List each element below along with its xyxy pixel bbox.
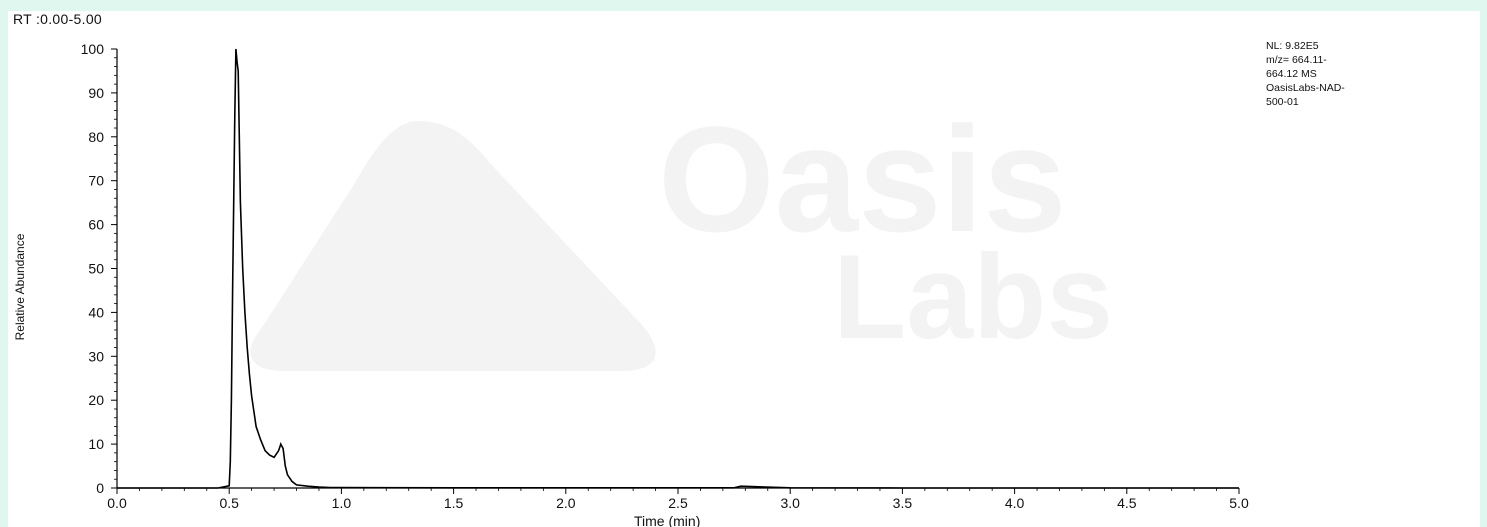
info-line: 500-01 bbox=[1266, 96, 1299, 108]
x-tick-label: 4.5 bbox=[1117, 495, 1137, 511]
y-tick-label: 10 bbox=[88, 436, 104, 452]
x-tick-label: 3.0 bbox=[780, 495, 800, 511]
chart-panel: RT :0.00-5.00 Oasis Labs 0 10 20 30 40 50 60 70… bbox=[8, 11, 1480, 527]
x-tick-label: 0.0 bbox=[107, 495, 127, 511]
y-tick-label: 60 bbox=[88, 217, 104, 233]
rt-range-label: RT :0.00-5.00 bbox=[13, 11, 102, 27]
info-line: m/z= 664.11- bbox=[1266, 54, 1327, 66]
y-tick-label: 0 bbox=[96, 480, 104, 496]
info-line: 664.12 MS bbox=[1266, 68, 1317, 80]
y-tick-label: 20 bbox=[88, 392, 104, 408]
x-tick-label: 2.0 bbox=[556, 495, 576, 511]
y-axis-label: Relative Abundance bbox=[13, 233, 27, 341]
watermark-logo: Oasis Labs bbox=[250, 106, 1113, 371]
x-axis-ticks: 0.0 0.5 1.0 1.5 2.0 2.5 3.0 3.5 4.0 4.5 5.0 bbox=[107, 488, 1249, 511]
y-tick-label: 90 bbox=[88, 85, 104, 101]
y-axis-ticks: 0 10 20 30 40 50 60 70 80 90 100 bbox=[81, 41, 117, 496]
info-line: NL: 9.82E5 bbox=[1266, 40, 1319, 52]
y-tick-label: 50 bbox=[88, 261, 104, 277]
x-tick-label: 1.5 bbox=[444, 495, 464, 511]
y-axis-label-wrap: Relative Abundance bbox=[8, 227, 32, 347]
y-tick-label: 70 bbox=[88, 173, 104, 189]
scan-info-box: NL: 9.82E5 m/z= 664.11- 664.12 MS OasisL… bbox=[1266, 39, 1406, 109]
info-line: OasisLabs-NAD- bbox=[1266, 82, 1345, 94]
y-tick-label: 100 bbox=[81, 41, 105, 57]
x-tick-label: 3.5 bbox=[893, 495, 913, 511]
chromatogram-chart: 0 10 20 30 40 50 60 70 80 90 100 0.0 0.5 1.0 1.5 2.0 2.… bbox=[81, 41, 1249, 511]
watermark-text-oasis: Oasis bbox=[658, 106, 1067, 263]
x-tick-label: 1.0 bbox=[332, 495, 352, 511]
x-tick-label: 5.0 bbox=[1229, 495, 1249, 511]
watermark-text-labs: Labs bbox=[833, 230, 1113, 364]
x-axis-label: Time (min) bbox=[634, 513, 701, 527]
watermark-triangle bbox=[250, 121, 656, 371]
chromatogram-trace bbox=[117, 48, 1239, 489]
x-tick-label: 4.0 bbox=[1005, 495, 1025, 511]
y-tick-label: 80 bbox=[88, 129, 104, 145]
y-tick-label: 30 bbox=[88, 348, 104, 364]
x-tick-label: 0.5 bbox=[219, 495, 239, 511]
y-tick-label: 40 bbox=[88, 304, 104, 320]
chart-axes bbox=[116, 49, 1239, 489]
x-tick-label: 2.5 bbox=[668, 495, 688, 511]
